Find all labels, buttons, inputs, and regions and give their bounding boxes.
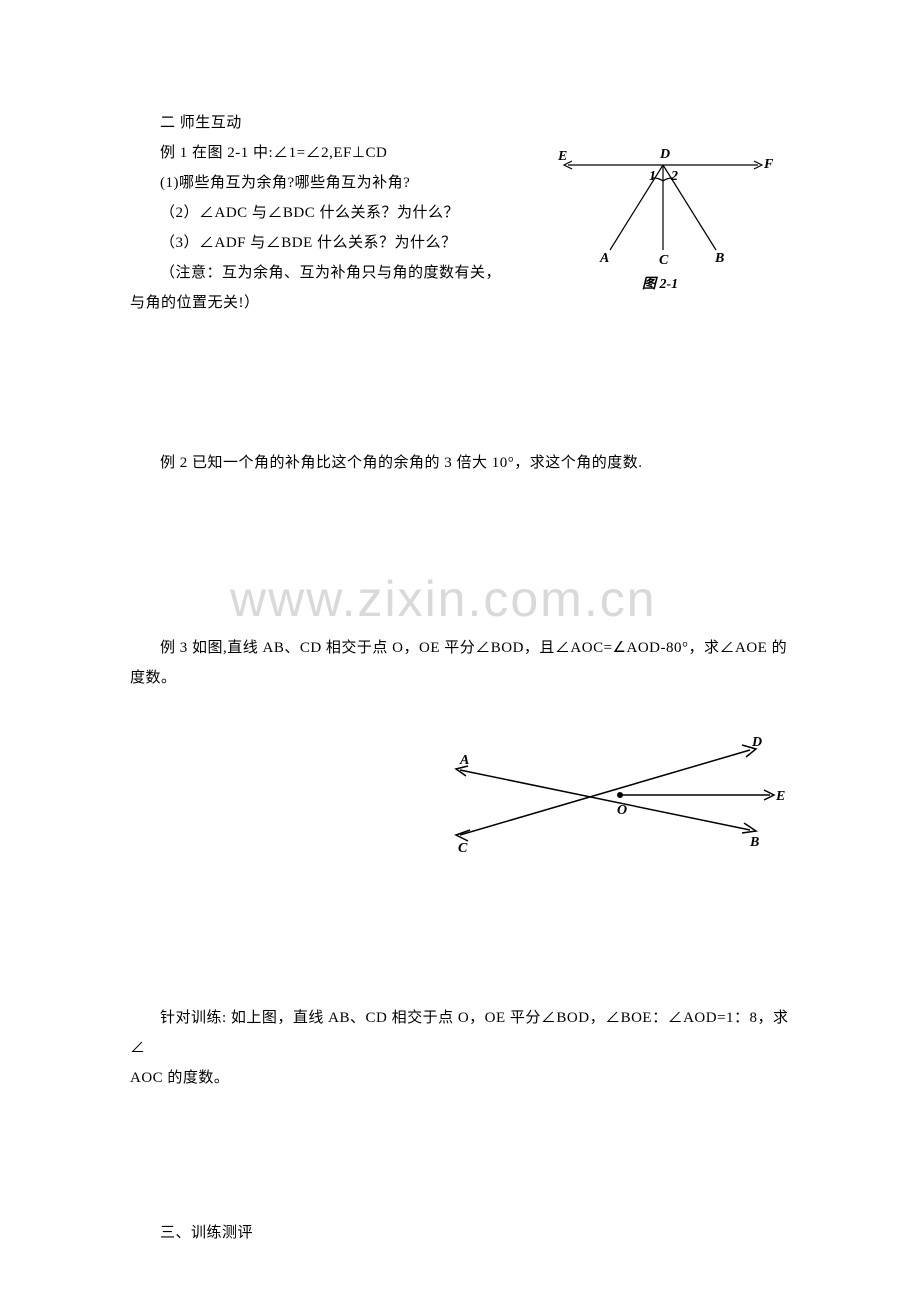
watermark-text: www.zixin.com.cn (230, 570, 657, 628)
figure-3: A B C D E O (420, 720, 790, 870)
section-2-title: 二 师生互动 (130, 108, 790, 138)
ex3-line1: 例 3 如图,直线 AB、CD 相交于点 O，OE 平分∠BOD，且∠AOC=∠… (130, 633, 790, 663)
ex2-line: 例 2 已知一个角的补角比这个角的余角的 3 倍大 10°，求这个角的度数. (130, 448, 790, 478)
fig1-label-c: C (659, 253, 669, 268)
fig1-label-1: 1 (649, 169, 656, 184)
fig3-label-d: D (751, 735, 762, 750)
fig1-label-f: F (763, 157, 774, 172)
fig3-point-o-dot (617, 792, 623, 798)
fig3-label-b: B (749, 835, 759, 850)
fig1-caption: 图 2-1 (642, 276, 678, 292)
fig1-label-a: A (599, 251, 609, 266)
ex3-line2: 度数。 (130, 663, 790, 693)
fig3-label-o: O (617, 803, 627, 818)
figure-2-1: E D F 1 2 A C B 图 2-1 (550, 140, 776, 310)
fig3-label-a: A (459, 753, 469, 768)
fig3-label-c: C (458, 841, 468, 856)
train-line2: AOC 的度数。 (130, 1063, 790, 1093)
section-3-title: 三、训练测评 (130, 1218, 790, 1248)
fig1-label-2: 2 (670, 169, 678, 184)
fig1-label-d: D (659, 147, 670, 162)
train-line1: 针对训练: 如上图，直线 AB、CD 相交于点 O，OE 平分∠BOD，∠BOE… (130, 1003, 790, 1063)
fig1-label-b: B (714, 251, 724, 266)
fig1-label-e: E (557, 149, 567, 164)
fig3-label-e: E (775, 789, 785, 804)
